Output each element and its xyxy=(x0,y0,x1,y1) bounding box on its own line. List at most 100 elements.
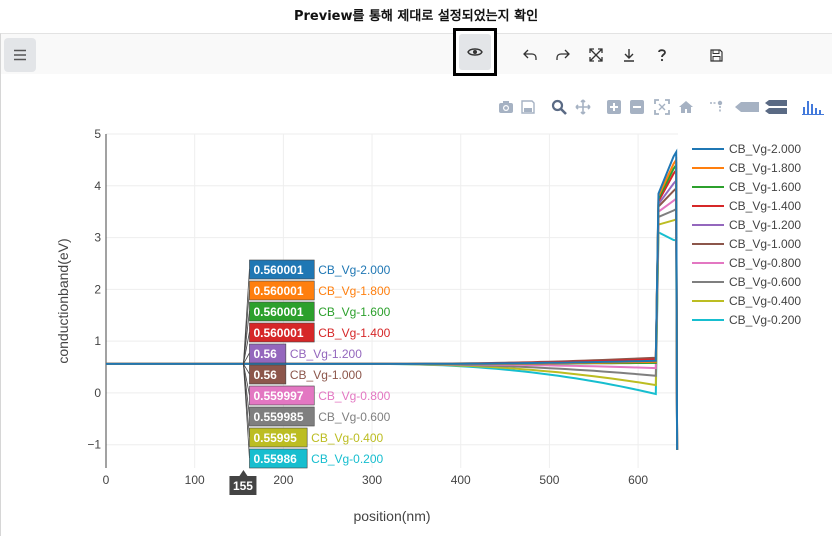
hover-value-box xyxy=(249,364,287,385)
save-icon[interactable] xyxy=(519,98,537,116)
series-line xyxy=(106,156,679,450)
hover-value-label: 0.560001 xyxy=(253,326,303,340)
hover-value-box xyxy=(249,406,315,427)
x-axis-ticks: 0 100 200 300 400 500 600 xyxy=(103,473,649,487)
legend-item-label: CB_Vg-1.800 xyxy=(729,161,801,175)
hover-series-label: CB_Vg-1.000 xyxy=(290,368,362,382)
hover-series-label: CB_Vg-0.600 xyxy=(318,410,390,424)
app-frame xyxy=(0,28,832,536)
legend-item-label: CB_Vg-2.000 xyxy=(729,142,801,156)
series-line xyxy=(106,207,679,450)
hover-x-pointer xyxy=(239,470,248,476)
plotly-logo-icon[interactable] xyxy=(802,98,824,116)
x-tick-label: 500 xyxy=(539,473,559,487)
series-line xyxy=(106,186,679,450)
legend-item-label: CB_Vg-1.000 xyxy=(729,237,801,251)
save-icon[interactable] xyxy=(703,42,729,68)
series-line xyxy=(106,148,679,450)
hover-closest-icon[interactable] xyxy=(735,98,759,116)
autoscale-icon[interactable] xyxy=(653,98,671,116)
grid-lines xyxy=(105,133,678,468)
legend: CB_Vg-2.000 CB_Vg-1.800 CB_Vg-1.600 CB_Vg-1… xyxy=(692,142,801,327)
undo-icon[interactable] xyxy=(517,42,543,68)
page-caption: Preview를 통해 제대로 설정되었는지 확인 xyxy=(293,9,539,24)
redo-icon[interactable] xyxy=(550,42,576,68)
hover-labels: 0.560001 CB_Vg-2.000 0.560001 CB_Vg-1.800 0.… xyxy=(229,259,391,495)
y-tick-label: 2 xyxy=(94,282,101,296)
hover-value-box xyxy=(249,343,287,364)
y-tick-label: −1 xyxy=(87,438,101,452)
hover-value-label: 0.56 xyxy=(253,368,277,382)
hover-leader-line xyxy=(243,363,250,459)
pan-icon[interactable] xyxy=(574,98,592,116)
y-axis-title: conductionband(eV) xyxy=(55,238,71,363)
hover-value-box xyxy=(249,259,315,280)
top-toolbar xyxy=(1,28,832,76)
hover-series-label: CB_Vg-0.800 xyxy=(318,389,390,403)
hover-series-label: CB_Vg-1.400 xyxy=(318,326,390,340)
legend-item-label: CB_Vg-1.400 xyxy=(729,199,801,213)
hover-value-box xyxy=(249,322,315,343)
hover-series-label: CB_Vg-2.000 xyxy=(318,263,390,277)
x-tick-label: 0 xyxy=(103,473,110,487)
plot-area xyxy=(106,134,678,468)
hamburger-menu-icon[interactable] xyxy=(4,38,36,72)
series-line xyxy=(106,167,679,450)
x-tick-label: 300 xyxy=(362,473,382,487)
preview-highlight-box xyxy=(453,28,497,76)
y-tick-label: 5 xyxy=(94,127,101,141)
x-tick-label: 100 xyxy=(185,473,205,487)
hover-leader-line xyxy=(243,363,250,396)
hover-value-label: 0.560001 xyxy=(253,284,303,298)
zoom-in-icon[interactable] xyxy=(605,98,623,116)
series-line xyxy=(106,162,679,450)
preview-eye-icon[interactable] xyxy=(459,34,491,70)
hover-value-label: 0.560001 xyxy=(253,305,303,319)
y-tick-label: 1 xyxy=(94,334,101,348)
hover-leader-line xyxy=(243,363,250,375)
x-axis-title: position(nm) xyxy=(353,508,430,524)
hover-series-label: CB_Vg-0.200 xyxy=(311,452,383,466)
hover-value-label: 0.55986 xyxy=(253,452,297,466)
fullscreen-icon[interactable] xyxy=(583,42,609,68)
hover-value-label: 0.56 xyxy=(253,347,277,361)
legend-item-label: CB_Vg-1.200 xyxy=(729,218,801,232)
series-line xyxy=(106,177,679,450)
zoom-out-icon[interactable] xyxy=(628,98,646,116)
download-icon[interactable] xyxy=(616,42,642,68)
hover-leader-line xyxy=(243,310,250,364)
x-tick-label: 200 xyxy=(273,473,293,487)
hover-value-label: 0.559985 xyxy=(253,410,303,424)
series-line xyxy=(106,196,679,450)
series-lines xyxy=(106,148,679,450)
hover-value-label: 0.559997 xyxy=(253,389,303,403)
y-tick-label: 0 xyxy=(94,386,101,400)
hover-x-box xyxy=(229,476,257,495)
legend-item-label: CB_Vg-1.600 xyxy=(729,180,801,194)
hover-leader-line xyxy=(243,352,250,365)
hover-x-label: 155 xyxy=(233,479,253,493)
spike-lines-icon[interactable] xyxy=(707,98,725,116)
hover-value-box xyxy=(249,280,315,301)
hover-leader-line xyxy=(243,331,250,364)
home-icon[interactable] xyxy=(677,98,695,116)
legend-item-label: CB_Vg-0.600 xyxy=(729,275,801,289)
hover-series-label: CB_Vg-1.200 xyxy=(290,347,362,361)
hover-series-label: CB_Vg-1.800 xyxy=(318,284,390,298)
hover-value-box xyxy=(249,301,315,322)
zoom-icon[interactable] xyxy=(550,98,568,116)
hover-value-box xyxy=(249,385,315,406)
y-axis-ticks: 5 4 3 2 1 0 −1 xyxy=(87,127,101,452)
legend-item-label: CB_Vg-0.200 xyxy=(729,313,801,327)
legend-item-label: CB_Vg-0.400 xyxy=(729,294,801,308)
help-icon[interactable] xyxy=(649,42,675,68)
series-line xyxy=(106,217,679,450)
hover-value-label: 0.55995 xyxy=(253,431,297,445)
hover-compare-icon[interactable] xyxy=(765,98,787,116)
hover-series-label: CB_Vg-0.400 xyxy=(311,431,383,445)
hover-value-box xyxy=(249,427,308,448)
hover-series-label: CB_Vg-1.600 xyxy=(318,305,390,319)
y-tick-label: 4 xyxy=(94,179,101,193)
x-tick-label: 600 xyxy=(628,473,648,487)
camera-icon[interactable] xyxy=(497,98,515,116)
